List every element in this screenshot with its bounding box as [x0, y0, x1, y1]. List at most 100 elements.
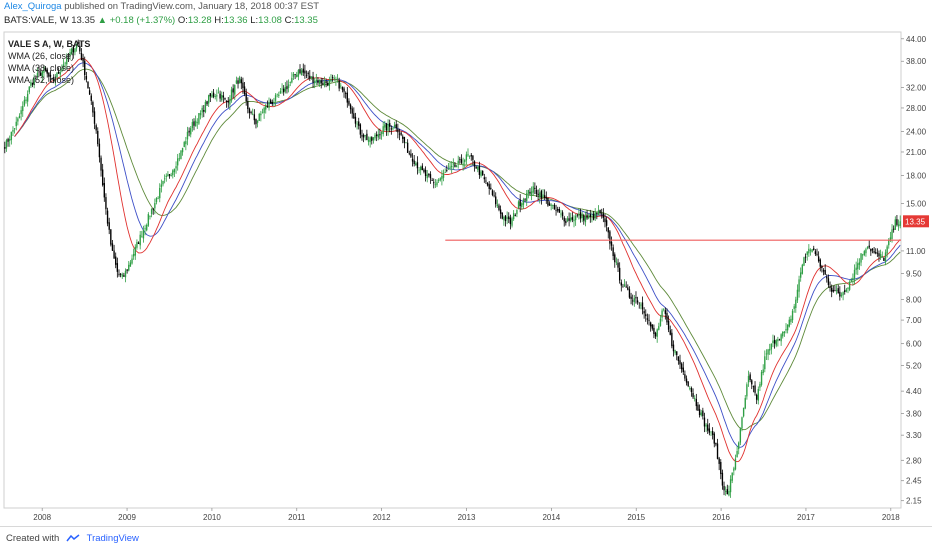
candle-body — [392, 128, 394, 130]
candle-body — [98, 143, 101, 158]
candle-body — [265, 105, 267, 110]
candle-body — [861, 254, 864, 256]
price-chart[interactable]: 44.00 38.00 32.00 28.00 24.00 21.00 18.00 15.00… — [0, 0, 932, 526]
candle-body — [177, 158, 179, 166]
candle-body — [204, 101, 207, 112]
candle-body — [395, 124, 397, 129]
candle-body — [733, 468, 735, 471]
candle-body — [359, 124, 362, 135]
candle-body — [185, 141, 187, 145]
candle-body — [429, 174, 432, 179]
candle-body — [824, 269, 826, 275]
candle-body — [449, 166, 451, 168]
candle-body — [749, 374, 751, 381]
candle-body — [620, 282, 622, 286]
candle-body — [897, 224, 900, 227]
candle-body — [447, 168, 450, 170]
tradingview-brand-link[interactable]: TradingView — [86, 533, 139, 544]
candle-body — [780, 334, 782, 342]
candle-body — [38, 71, 40, 73]
candle-body — [10, 131, 13, 140]
candle-body — [584, 215, 587, 223]
candle-body — [349, 104, 352, 110]
author-link[interactable]: Alex_Quiroga — [4, 1, 62, 12]
candle-body — [718, 458, 720, 464]
candle-body — [470, 154, 472, 157]
candle-body — [687, 381, 689, 387]
candle-body — [398, 133, 401, 135]
candle-body — [863, 251, 865, 256]
candle-body — [110, 229, 112, 245]
candle-body — [475, 166, 477, 169]
candle-body — [896, 219, 898, 225]
candle-body — [160, 184, 163, 188]
candle-body — [770, 343, 773, 350]
candle-body — [356, 123, 358, 125]
candle-body — [783, 331, 786, 334]
candle-body — [382, 126, 384, 135]
candle-body — [632, 300, 634, 302]
candle-body — [597, 210, 600, 215]
candle-body — [390, 128, 393, 130]
candle-body — [726, 489, 728, 495]
candle-body — [884, 252, 887, 262]
candle-body — [827, 278, 830, 285]
candle-body — [831, 287, 833, 292]
candle-body — [839, 291, 841, 297]
candle-body — [628, 289, 631, 298]
candle-body — [488, 184, 490, 189]
high-value: 13.36 — [223, 15, 248, 26]
candle-body — [255, 119, 257, 125]
candle-body — [542, 194, 544, 198]
candle-body — [480, 171, 482, 177]
candle-body — [800, 272, 802, 278]
candle-body — [291, 77, 293, 83]
candle-body — [75, 43, 78, 49]
candle-body — [323, 81, 326, 86]
candle-body — [755, 394, 758, 400]
low-value: 13.08 — [258, 15, 282, 26]
candle-body — [653, 327, 655, 335]
candle-body — [499, 209, 502, 214]
candle-body — [82, 58, 84, 62]
candle-body — [128, 264, 130, 271]
candle-body — [377, 134, 379, 138]
candle-body — [146, 224, 148, 231]
y-tick-label: 32.00 — [906, 84, 927, 93]
candle-body — [746, 384, 748, 397]
candle-body — [51, 78, 53, 80]
candle-body — [191, 122, 194, 129]
candle-body — [266, 106, 269, 107]
last-price-badge — [903, 215, 929, 228]
candle-body — [850, 279, 852, 282]
candle-body — [808, 248, 810, 254]
candle-body — [297, 70, 300, 77]
candle-body — [283, 88, 285, 93]
candle-body — [137, 242, 140, 245]
candle-body — [167, 174, 169, 177]
candle-body — [62, 64, 65, 67]
candle-body — [79, 45, 81, 52]
candle-body — [462, 163, 464, 165]
candle-body — [703, 417, 706, 427]
candle-body — [201, 107, 203, 113]
candle-body — [530, 191, 533, 196]
candle-body — [59, 72, 61, 75]
legend-symbol: VALE S A, W, BATS — [8, 39, 91, 49]
candle-body — [53, 77, 55, 82]
y-tick-label: 28.00 — [906, 104, 927, 113]
candle-body — [527, 189, 530, 194]
candle-body — [511, 218, 513, 226]
candle-body — [615, 261, 618, 263]
candle-body — [366, 133, 368, 141]
candle-body — [67, 55, 70, 57]
candle-body — [49, 74, 52, 77]
candle-body — [579, 212, 582, 219]
x-tick-label: 2017 — [797, 513, 815, 522]
candle-body — [111, 243, 114, 251]
candle-body — [207, 95, 210, 104]
candle-body — [328, 79, 331, 86]
legend-wma26: WMA (26, close) — [8, 51, 75, 61]
candle-body — [416, 162, 419, 169]
candle-body — [436, 182, 438, 186]
